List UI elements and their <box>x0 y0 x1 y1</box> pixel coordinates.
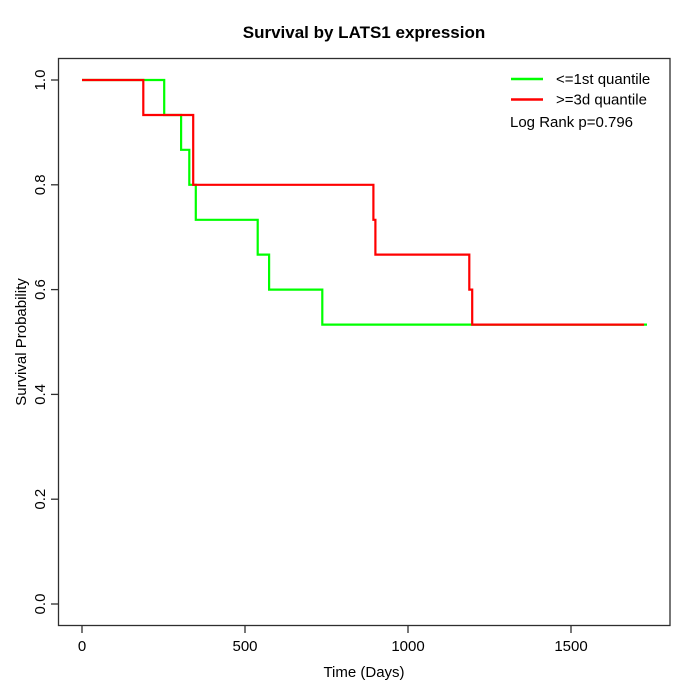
x-tick-label-500: 500 <box>232 638 257 655</box>
x-axis-label: Time (Days) <box>323 664 404 681</box>
km-curve-red <box>82 78 644 326</box>
x-tick-label-1500: 1500 <box>554 638 587 655</box>
legend-label-third-quantile: >=3d quantile <box>556 92 647 109</box>
x-tick-label-0: 0 <box>78 638 86 655</box>
log-rank-annotation: Log Rank p=0.796 <box>510 114 633 131</box>
y-tick-label-1.0: 1.0 <box>32 70 49 91</box>
y-tick-label-0.4: 0.4 <box>32 384 49 405</box>
x-tick-label-1000: 1000 <box>391 638 424 655</box>
y-tick-label-0.8: 0.8 <box>32 174 49 195</box>
y-tick-label-0.0: 0.0 <box>32 594 49 615</box>
plot-box <box>57 57 671 627</box>
legend-label-first-quantile: <=1st quantile <box>556 71 650 88</box>
y-axis-label: Survival Probability <box>13 278 30 406</box>
y-tick-label-0.2: 0.2 <box>32 489 49 510</box>
plot-title: Survival by LATS1 expression <box>243 23 486 42</box>
y-tick-label-0.6: 0.6 <box>32 279 49 300</box>
